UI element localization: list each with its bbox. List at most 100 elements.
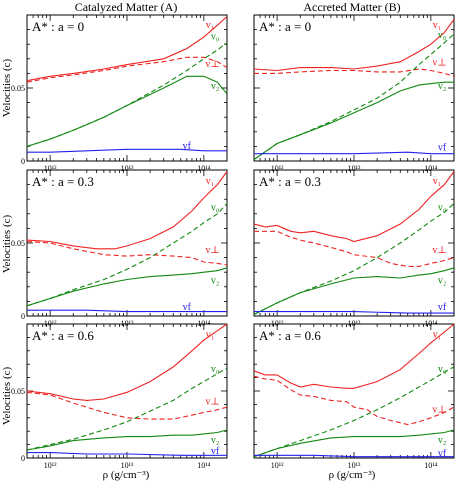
series-label: v⊥ — [432, 245, 446, 256]
series-line — [253, 323, 455, 389]
y-tick-label: 0 — [21, 454, 25, 463]
panel-a1: 10¹² 10¹³ 10¹⁴ 0 0.05 A* : a = 0 v₁ v⊥ v₀ v₂ vf — [11, 14, 228, 173]
series-line — [26, 267, 228, 307]
series-line — [253, 375, 455, 426]
series-label: v₂ — [211, 276, 220, 287]
series-line — [253, 203, 455, 315]
series-label: v₀ — [438, 203, 447, 214]
series-line — [26, 391, 228, 420]
series-line — [26, 42, 228, 147]
series-label: vf — [438, 449, 447, 460]
series-label: v⊥ — [432, 404, 446, 415]
x-axis-label-left: ρ (g/cm⁻³) — [103, 469, 150, 481]
series-label: v₂ — [211, 435, 220, 446]
series-label: vf — [183, 141, 192, 152]
series-label: v⊥ — [205, 396, 219, 407]
series-line — [26, 203, 228, 307]
panel-title: A* : a = 0.6 — [259, 328, 321, 343]
series-line — [26, 75, 228, 147]
series-line — [254, 230, 455, 267]
series-line — [26, 240, 228, 266]
series-label: vf — [211, 446, 220, 457]
x-tick-label: 10¹³ — [348, 461, 361, 470]
series-line — [254, 311, 454, 314]
series-label: v₁ — [433, 176, 442, 187]
series-label: v₁ — [206, 20, 215, 31]
y-axis-label-row-2: Velocities (c) — [1, 214, 13, 273]
panel-b1: 10¹² 10¹³ 10¹⁴ A* : a = 0 v₁ v⊥ v₀ v₂ vf — [253, 14, 455, 173]
x-tick-label: 10¹⁴ — [424, 461, 437, 470]
series-line — [26, 429, 228, 451]
series-label: v₂ — [438, 435, 447, 446]
y-axis-label-row-1: Velocities (c) — [1, 58, 13, 117]
x-tick-label: 10¹³ — [121, 461, 134, 470]
y-axis-label-row-3: Velocities (c) — [1, 366, 13, 425]
y-tick-label: 0.05 — [11, 84, 25, 93]
x-tick-label: 10¹⁴ — [197, 461, 210, 470]
series-label: v₂ — [211, 81, 220, 92]
series-line — [27, 148, 227, 153]
series-label: vf — [438, 302, 447, 313]
y-tick-label: 0 — [21, 312, 25, 321]
panel-title: A* : a = 0.3 — [259, 174, 321, 189]
series-label: v₀ — [438, 364, 447, 375]
series-line — [253, 19, 455, 72]
series-label: v₁ — [433, 20, 442, 31]
series-line — [253, 429, 455, 458]
series-line — [26, 323, 228, 401]
plot-frame — [26, 14, 228, 162]
series-line — [254, 454, 454, 458]
plot-frame — [253, 323, 455, 459]
x-tick-label: 10¹⁴ — [424, 164, 437, 173]
panel-title: A* : a = 0 — [259, 19, 311, 34]
series-label: v₂ — [438, 276, 447, 287]
series-label: v₁ — [206, 329, 215, 340]
series-line — [26, 367, 228, 451]
series-line — [253, 81, 454, 160]
series-label: v⊥ — [205, 59, 219, 70]
plot-frame — [253, 169, 455, 317]
plot-frame — [253, 14, 455, 162]
series-line — [27, 452, 227, 456]
x-tick-label: 10¹² — [44, 164, 57, 173]
series-label: v₁ — [433, 329, 442, 340]
series-label: v₁ — [206, 176, 215, 187]
x-tick-label: 10¹² — [271, 164, 284, 173]
series-line — [26, 56, 228, 83]
series-label: v⊥ — [432, 58, 446, 69]
panel-title: A* : a = 0.6 — [32, 328, 94, 343]
column-title-catalyzed: Catalyzed Matter (A) — [75, 0, 178, 14]
series-label: v₂ — [438, 81, 447, 92]
x-tick-label: 10¹⁴ — [197, 164, 210, 173]
plot-frame — [26, 323, 228, 459]
y-tick-label: 0.05 — [11, 239, 25, 248]
series-label: v₀ — [211, 31, 220, 42]
series-line — [253, 171, 455, 243]
column-title-accreted: Accreted Matter (B) — [303, 0, 400, 14]
x-tick-label: 10¹³ — [121, 164, 134, 173]
series-label: v₀ — [211, 203, 220, 214]
panel-title: A* : a = 0 — [32, 19, 84, 34]
x-tick-label: 10¹² — [271, 461, 284, 470]
x-tick-label: 10¹² — [44, 461, 57, 470]
y-tick-label: 0 — [21, 157, 25, 166]
series-line — [27, 309, 227, 313]
series-label: vf — [183, 302, 192, 313]
series-line — [254, 68, 455, 77]
panel-title: A* : a = 0.3 — [32, 174, 94, 189]
series-label: v₀ — [438, 30, 447, 41]
panel-b3: 10¹² 10¹³ 10¹⁴ A* : a = 0.6 v₁ v⊥ v₀ v₂ vf — [253, 323, 455, 470]
x-tick-label: 10¹³ — [348, 164, 361, 173]
series-line — [26, 171, 228, 250]
y-tick-label: 0.05 — [11, 387, 25, 396]
series-line — [253, 267, 455, 315]
series-line — [254, 151, 454, 155]
series-label: v₀ — [211, 364, 220, 375]
series-label: vf — [438, 142, 447, 153]
series-label: v⊥ — [205, 245, 219, 256]
